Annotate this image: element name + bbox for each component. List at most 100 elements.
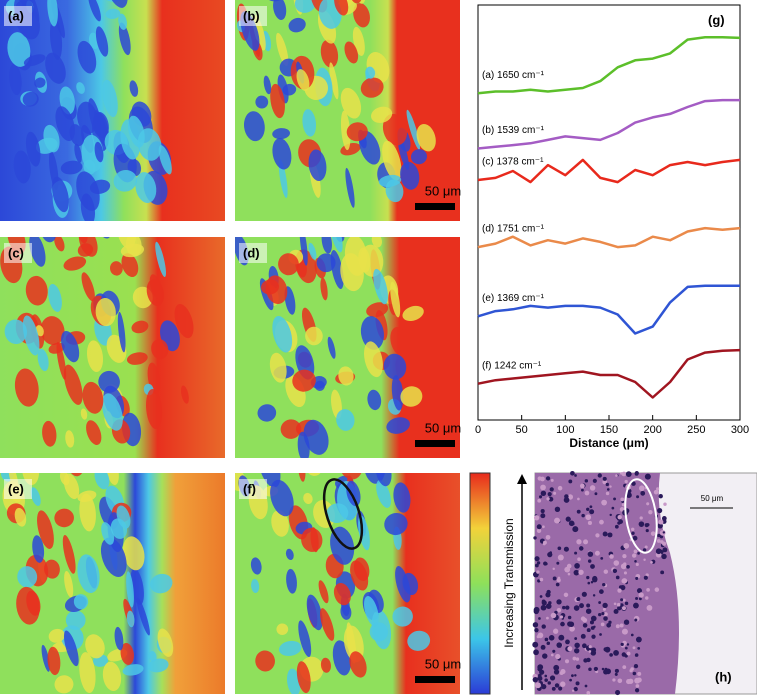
nucleus <box>594 550 600 556</box>
nucleus <box>613 602 617 606</box>
texture-blob <box>40 237 57 243</box>
nucleus <box>632 535 638 541</box>
nucleus <box>632 646 636 650</box>
texture-blob <box>120 243 145 258</box>
x-tick-label: 150 <box>600 424 618 436</box>
texture-blob <box>410 149 427 165</box>
texture-blob <box>303 492 313 505</box>
colorbar-label: Increasing Transmission <box>502 518 516 647</box>
nucleus <box>557 485 563 491</box>
texture-blob <box>369 622 388 642</box>
nucleus <box>588 645 592 649</box>
texture-blob <box>255 95 269 109</box>
texture-blob <box>148 651 157 662</box>
texture-blob <box>22 315 40 356</box>
nucleus <box>633 602 639 609</box>
texture-blob <box>7 32 31 67</box>
texture-blob <box>321 237 332 254</box>
texture-blob <box>126 352 148 365</box>
nucleus <box>579 483 585 489</box>
nucleus <box>609 485 612 488</box>
texture-blob <box>384 512 408 536</box>
nucleus <box>631 553 637 558</box>
texture-blob <box>297 473 306 482</box>
texture-blob <box>100 537 127 577</box>
nucleus <box>615 689 621 696</box>
texture-blob <box>350 560 369 591</box>
nucleus <box>600 622 605 627</box>
nucleus <box>547 552 553 558</box>
texture-blob <box>319 608 335 641</box>
nucleus <box>639 516 643 520</box>
nucleus <box>624 646 628 650</box>
texture-blob <box>150 573 173 594</box>
series-label: (d) 1751 cm⁻¹ <box>482 224 545 235</box>
texture-blob <box>47 0 58 27</box>
texture-blob <box>371 106 393 123</box>
nucleus <box>630 667 634 671</box>
nucleus <box>542 542 546 546</box>
texture-blob <box>382 113 408 146</box>
texture-blob <box>296 69 310 91</box>
nucleus <box>558 634 565 641</box>
texture-blob <box>367 389 382 411</box>
nucleus <box>615 474 618 477</box>
texture-blob <box>292 219 314 235</box>
texture-blob <box>340 253 364 292</box>
texture-blob <box>261 279 280 295</box>
nucleus <box>576 597 581 602</box>
nucleus <box>536 524 542 530</box>
texture-blob <box>45 52 66 84</box>
nucleus <box>557 554 564 561</box>
nucleus <box>656 487 660 491</box>
nucleus <box>556 561 560 565</box>
texture-blob <box>121 253 139 277</box>
texture-blob <box>390 281 401 318</box>
texture-blob <box>271 510 289 537</box>
nucleus <box>589 485 596 491</box>
nucleus <box>551 686 556 691</box>
nucleus <box>562 605 566 610</box>
texture-blob <box>360 316 384 350</box>
texture-blob <box>14 507 27 527</box>
nucleus <box>620 497 625 502</box>
nucleus <box>586 507 590 512</box>
texture-blob <box>353 3 370 28</box>
nucleus <box>534 556 540 562</box>
nucleus <box>539 595 543 598</box>
series-line <box>477 98 740 150</box>
nucleus <box>633 664 639 669</box>
texture-blob <box>16 586 40 625</box>
nucleus <box>539 669 545 675</box>
nucleus <box>608 620 612 624</box>
panel-label: (b) <box>243 8 260 23</box>
nucleus <box>542 653 548 659</box>
texture-blob <box>98 370 120 393</box>
nucleus <box>609 554 614 559</box>
texture-blob <box>88 0 101 22</box>
texture-blob <box>301 527 323 552</box>
nucleus <box>584 684 588 688</box>
nucleus <box>569 678 572 682</box>
chart-title: (g) <box>708 12 725 27</box>
panel-label: (e) <box>8 481 24 496</box>
texture-blob <box>61 330 80 363</box>
texture-blob <box>299 237 308 266</box>
nucleus <box>661 553 667 560</box>
nucleus <box>533 536 537 540</box>
nucleus <box>636 588 643 594</box>
texture-blob <box>62 534 76 574</box>
texture-blob <box>78 237 98 257</box>
nucleus <box>601 611 605 616</box>
nucleus <box>536 528 542 534</box>
nucleus <box>553 669 560 675</box>
texture-blob <box>77 490 97 503</box>
nucleus <box>616 602 621 607</box>
nucleus <box>546 589 551 595</box>
texture-blob <box>25 237 36 238</box>
texture-blob <box>407 630 431 651</box>
nucleus <box>613 560 620 566</box>
texture-blob <box>180 385 189 404</box>
highlight-ellipse <box>624 478 658 554</box>
texture-blob <box>320 657 331 673</box>
